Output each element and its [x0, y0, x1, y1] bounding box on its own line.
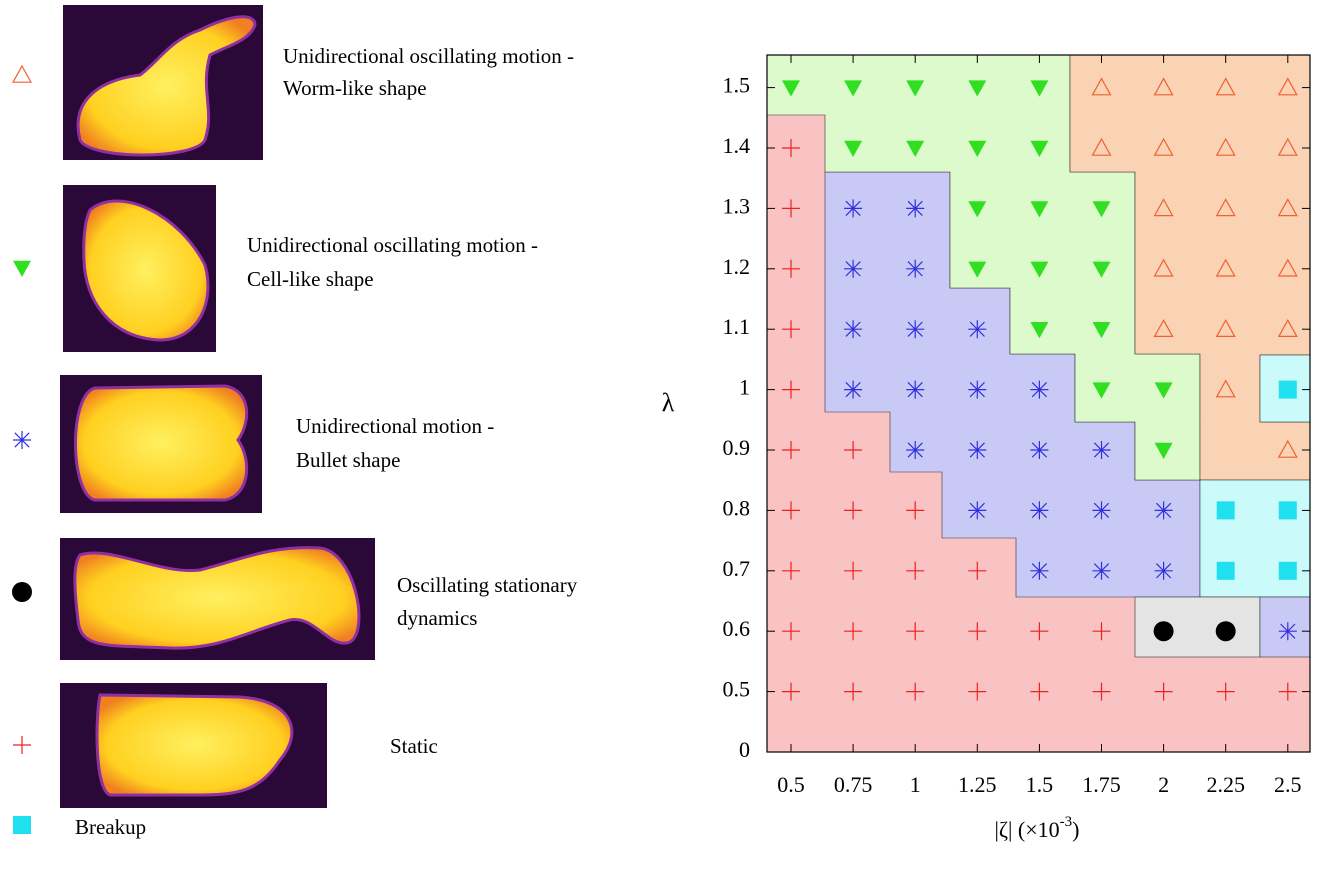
- x-tick-label: 1.75: [1082, 772, 1121, 797]
- y-tick-label: 1.4: [723, 133, 751, 158]
- y-tick-label: 0.7: [723, 556, 751, 581]
- marker-asterisk: [1279, 622, 1297, 640]
- snapshot-blob: [75, 386, 246, 500]
- marker-square: [1279, 381, 1297, 399]
- snapshots: [60, 5, 375, 808]
- marker-asterisk: [906, 199, 924, 217]
- marker-plus: [13, 736, 31, 754]
- region-bullet: [1260, 597, 1310, 657]
- marker-asterisk: [1030, 501, 1048, 519]
- marker-circle: [1216, 621, 1236, 641]
- figure: λ |ζ| (×10-3) 0.5 0.75 1 1.25 1.5 1.75 2 2.25 2.…: [0, 0, 1325, 872]
- marker-circle: [1154, 621, 1174, 641]
- marker-asterisk: [1030, 562, 1048, 580]
- marker-asterisk: [906, 260, 924, 278]
- legend-label: Worm-like shape: [283, 76, 427, 100]
- x-tick-label: 2: [1158, 772, 1169, 797]
- y-tick-label: 0.5: [723, 677, 751, 702]
- marker-asterisk: [1030, 381, 1048, 399]
- marker-asterisk: [968, 381, 986, 399]
- y-tick-label: 0.9: [723, 435, 751, 460]
- marker-square: [1279, 501, 1297, 519]
- legend-label: Cell-like shape: [247, 267, 374, 291]
- x-axis-label-suffix: ): [1072, 817, 1079, 842]
- marker-square: [13, 816, 31, 834]
- y-tick-label: 1.5: [723, 73, 751, 98]
- marker-asterisk: [968, 441, 986, 459]
- y-tick-label: 1.1: [723, 314, 751, 339]
- x-tick-label: 0.75: [834, 772, 873, 797]
- marker-asterisk: [1155, 501, 1173, 519]
- marker-asterisk: [968, 501, 986, 519]
- marker-asterisk: [844, 381, 862, 399]
- marker-square: [1217, 501, 1235, 519]
- y-tick-label: 0.8: [723, 495, 751, 520]
- marker-asterisk: [1093, 441, 1111, 459]
- legend-label: Unidirectional oscillating motion -: [247, 233, 538, 257]
- y-axis-label: λ: [662, 388, 675, 417]
- marker-asterisk: [1155, 562, 1173, 580]
- snapshot-blob: [97, 695, 292, 795]
- marker-asterisk: [1093, 562, 1111, 580]
- marker-asterisk: [968, 320, 986, 338]
- x-tick-label: 1: [910, 772, 921, 797]
- legend-label: Bullet shape: [296, 448, 400, 472]
- marker-asterisk: [906, 441, 924, 459]
- marker-circle: [12, 582, 32, 602]
- marker-square: [1217, 562, 1235, 580]
- y-tick-label: 1.2: [723, 254, 751, 279]
- legend-label: Static: [390, 734, 438, 758]
- region-oscillating: [1135, 597, 1260, 657]
- x-tick-label: 2.5: [1274, 772, 1302, 797]
- x-tick-label: 0.5: [777, 772, 805, 797]
- y-tick-label: 0.6: [723, 616, 751, 641]
- marker-asterisk: [844, 320, 862, 338]
- marker-square: [1279, 562, 1297, 580]
- legend-label: dynamics: [397, 606, 477, 630]
- marker-asterisk: [1093, 501, 1111, 519]
- marker-asterisk: [13, 431, 31, 449]
- marker-triangle: [13, 66, 31, 82]
- x-axis-label-text: |ζ| (×10: [995, 817, 1060, 842]
- x-axis-label: |ζ| (×10-3): [995, 814, 1080, 842]
- phase-regions: [767, 55, 1310, 752]
- marker-asterisk: [906, 381, 924, 399]
- legend-label: Oscillating stationary: [397, 573, 578, 597]
- x-tick-label: 1.5: [1026, 772, 1054, 797]
- legend-label: Breakup: [75, 815, 146, 839]
- marker-asterisk: [1030, 441, 1048, 459]
- x-tick-label: 1.25: [958, 772, 997, 797]
- marker-asterisk: [906, 320, 924, 338]
- legend-label: Unidirectional motion -: [296, 414, 494, 438]
- marker-triangle-down: [13, 261, 31, 277]
- marker-asterisk: [844, 260, 862, 278]
- legend-label: Unidirectional oscillating motion -: [283, 44, 574, 68]
- y-tick-label: 1.3: [723, 193, 751, 218]
- y-tick-label: 1: [739, 375, 750, 400]
- marker-asterisk: [844, 199, 862, 217]
- y-tick-label: 0: [739, 737, 750, 762]
- x-axis-label-superscript: -3: [1060, 814, 1073, 830]
- x-tick-label: 2.25: [1206, 772, 1245, 797]
